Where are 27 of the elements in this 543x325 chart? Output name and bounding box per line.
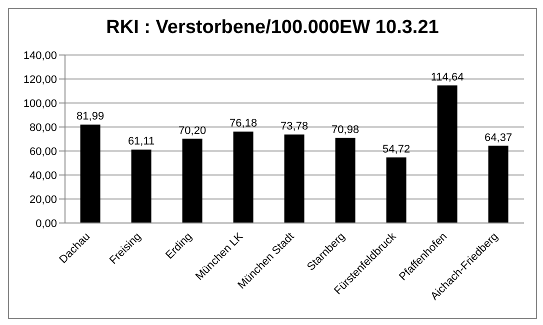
bar [386,157,406,223]
data-label: 54,72 [382,143,410,156]
data-label: 70,20 [178,124,206,137]
y-tick-label: 0,00 [36,218,57,230]
data-label: 114,64 [430,71,464,84]
bar [131,150,152,223]
y-tick-label: 80,00 [29,122,57,134]
bar [488,146,508,223]
y-tick-label: 100,00 [23,98,57,110]
data-label: 73,78 [280,120,308,132]
bar [80,124,100,223]
y-tick-label: 140,00 [23,50,57,62]
y-tick-label: 60,00 [29,146,57,158]
data-label: 76,18 [230,118,258,130]
data-label: 64,37 [484,132,512,144]
bar [233,132,254,223]
data-label: 81,99 [76,110,104,123]
y-tick-label: 20,00 [29,194,57,206]
y-tick-label: 120,00 [23,74,57,86]
bar [335,138,356,223]
bar [182,138,202,223]
chart-title: RKI : Verstorbene/100.000EW 10.3.21 [105,17,440,40]
data-label: 61,11 [128,136,155,148]
bar [284,134,304,223]
y-tick-label: 40,00 [29,170,57,182]
data-label: 70,98 [332,124,360,136]
bar [437,85,458,223]
